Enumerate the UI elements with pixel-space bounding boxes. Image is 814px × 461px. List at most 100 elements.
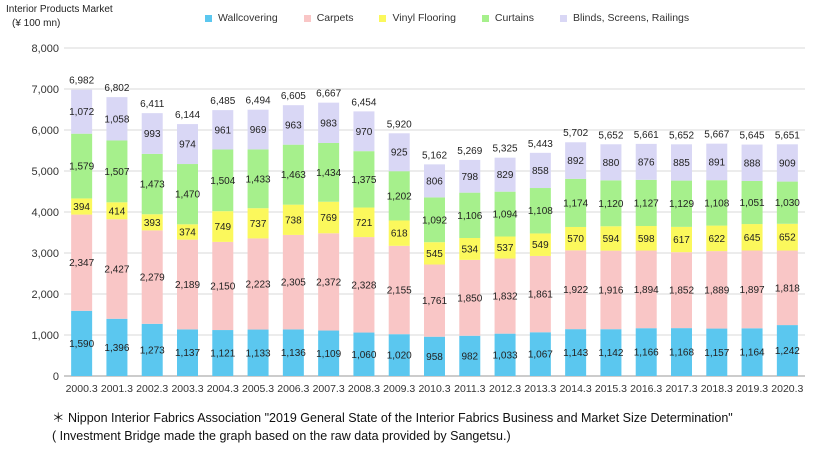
x-tick-label: 2004.3	[207, 383, 239, 395]
legend: Wallcovering Carpets Vinyl Flooring Curt…	[205, 12, 689, 24]
bar-segment	[635, 250, 657, 329]
x-tick-label: 2008.3	[348, 383, 380, 395]
bar-segment	[706, 328, 728, 376]
data-label: 645	[744, 233, 761, 244]
bar-segment	[706, 225, 728, 252]
data-label: 652	[779, 233, 796, 244]
data-label: 858	[532, 166, 549, 177]
bar-segment	[353, 207, 375, 238]
data-label: 880	[603, 158, 620, 169]
y-tick-label: 2,000	[31, 289, 59, 301]
total-label: 5,652	[669, 130, 694, 141]
bar-segment	[141, 153, 163, 215]
bar-segment	[459, 237, 481, 260]
bar-segment	[459, 192, 481, 238]
total-label: 6,485	[210, 96, 235, 107]
total-label: 5,702	[563, 128, 588, 139]
total-label: 5,443	[528, 139, 553, 150]
bar-segment	[494, 333, 516, 376]
data-label: 888	[744, 158, 761, 169]
bar-segment	[282, 329, 304, 376]
y-tick-label: 1,000	[31, 330, 59, 342]
bar-segment	[565, 142, 587, 179]
data-label: 1,157	[704, 348, 729, 359]
data-label: 970	[356, 127, 373, 138]
bar-segment	[106, 202, 128, 220]
data-label: 1,051	[740, 198, 765, 209]
data-label: 617	[673, 235, 690, 246]
bar-segment	[635, 143, 657, 180]
data-label: 2,279	[140, 273, 165, 284]
data-label: 892	[567, 156, 584, 167]
bar-segment	[71, 310, 93, 376]
x-tick-label: 2018.3	[701, 383, 733, 395]
data-label: 534	[461, 244, 478, 255]
total-label: 6,667	[316, 89, 341, 100]
y-tick-label: 3,000	[31, 248, 59, 260]
data-label: 909	[779, 158, 796, 169]
y-tick-label: 0	[53, 371, 59, 383]
bar-segment	[565, 329, 587, 376]
chart-title: Interior Products Market	[6, 4, 113, 15]
bar-segment	[177, 164, 198, 225]
credit-note: ( Investment Bridge made the graph based…	[52, 429, 511, 443]
bar-segment	[247, 238, 269, 330]
bar-segment	[494, 236, 516, 259]
data-label: 829	[497, 170, 514, 181]
bar-segment	[600, 329, 622, 376]
bar-segment	[212, 149, 234, 212]
x-tick-label: 2015.3	[595, 383, 627, 395]
bar-segment	[706, 143, 728, 181]
legend-swatch-wallcovering	[205, 14, 212, 22]
bar-segment	[388, 133, 410, 172]
legend-swatch-vinyl-flooring	[379, 14, 387, 22]
bar-segment	[706, 251, 728, 329]
data-label: 1,142	[598, 348, 623, 359]
legend-label-carpets: Carpets	[316, 12, 354, 24]
data-label: 1,273	[140, 345, 165, 356]
x-tick-label: 2010.3	[418, 383, 450, 395]
x-tick-label: 2017.3	[665, 383, 697, 395]
data-label: 545	[426, 249, 443, 260]
data-label: 1,020	[387, 351, 412, 362]
data-label: 993	[144, 129, 161, 140]
data-label: 1,166	[634, 348, 659, 359]
data-label: 1,579	[69, 162, 94, 173]
data-label: 1,202	[387, 191, 412, 202]
bar-segment	[141, 323, 163, 376]
data-label: 1,121	[210, 349, 235, 360]
data-label: 2,150	[210, 281, 235, 292]
data-label: 1,507	[104, 167, 129, 178]
bar-segment	[106, 140, 128, 203]
data-label: 1,832	[493, 292, 518, 303]
bar-segment	[71, 133, 93, 199]
legend-item-blinds: Blinds, Screens, Railings	[560, 12, 689, 24]
bar-segment	[424, 164, 445, 198]
data-label: 1,473	[140, 180, 165, 191]
x-tick-label: 2007.3	[313, 383, 345, 395]
legend-label-wallcovering: Wallcovering	[218, 12, 278, 24]
data-label: 1,164	[740, 348, 765, 359]
bar-segment	[71, 198, 93, 215]
data-label: 1,058	[104, 114, 129, 125]
total-label: 5,651	[775, 130, 800, 141]
bar-segment	[247, 149, 269, 209]
bar-segment	[353, 332, 375, 376]
bar-segment	[177, 329, 198, 376]
total-label: 6,411	[140, 99, 165, 110]
x-tick-label: 2013.3	[524, 383, 556, 395]
data-label: 1,463	[281, 170, 306, 181]
y-axis-unit: (¥ 100 mn)	[12, 18, 61, 29]
bar-segment	[318, 142, 340, 202]
bar-segment	[671, 252, 692, 329]
total-label: 6,605	[281, 91, 306, 102]
data-label: 1,434	[316, 168, 341, 179]
bar-segment	[671, 328, 692, 376]
data-label: 537	[497, 243, 514, 254]
bar-segment	[635, 226, 657, 251]
data-label: 1,504	[210, 176, 235, 187]
data-label: 885	[673, 158, 690, 169]
bar-segment	[741, 224, 763, 251]
data-label: 806	[426, 176, 443, 187]
data-label: 1,060	[351, 350, 376, 361]
